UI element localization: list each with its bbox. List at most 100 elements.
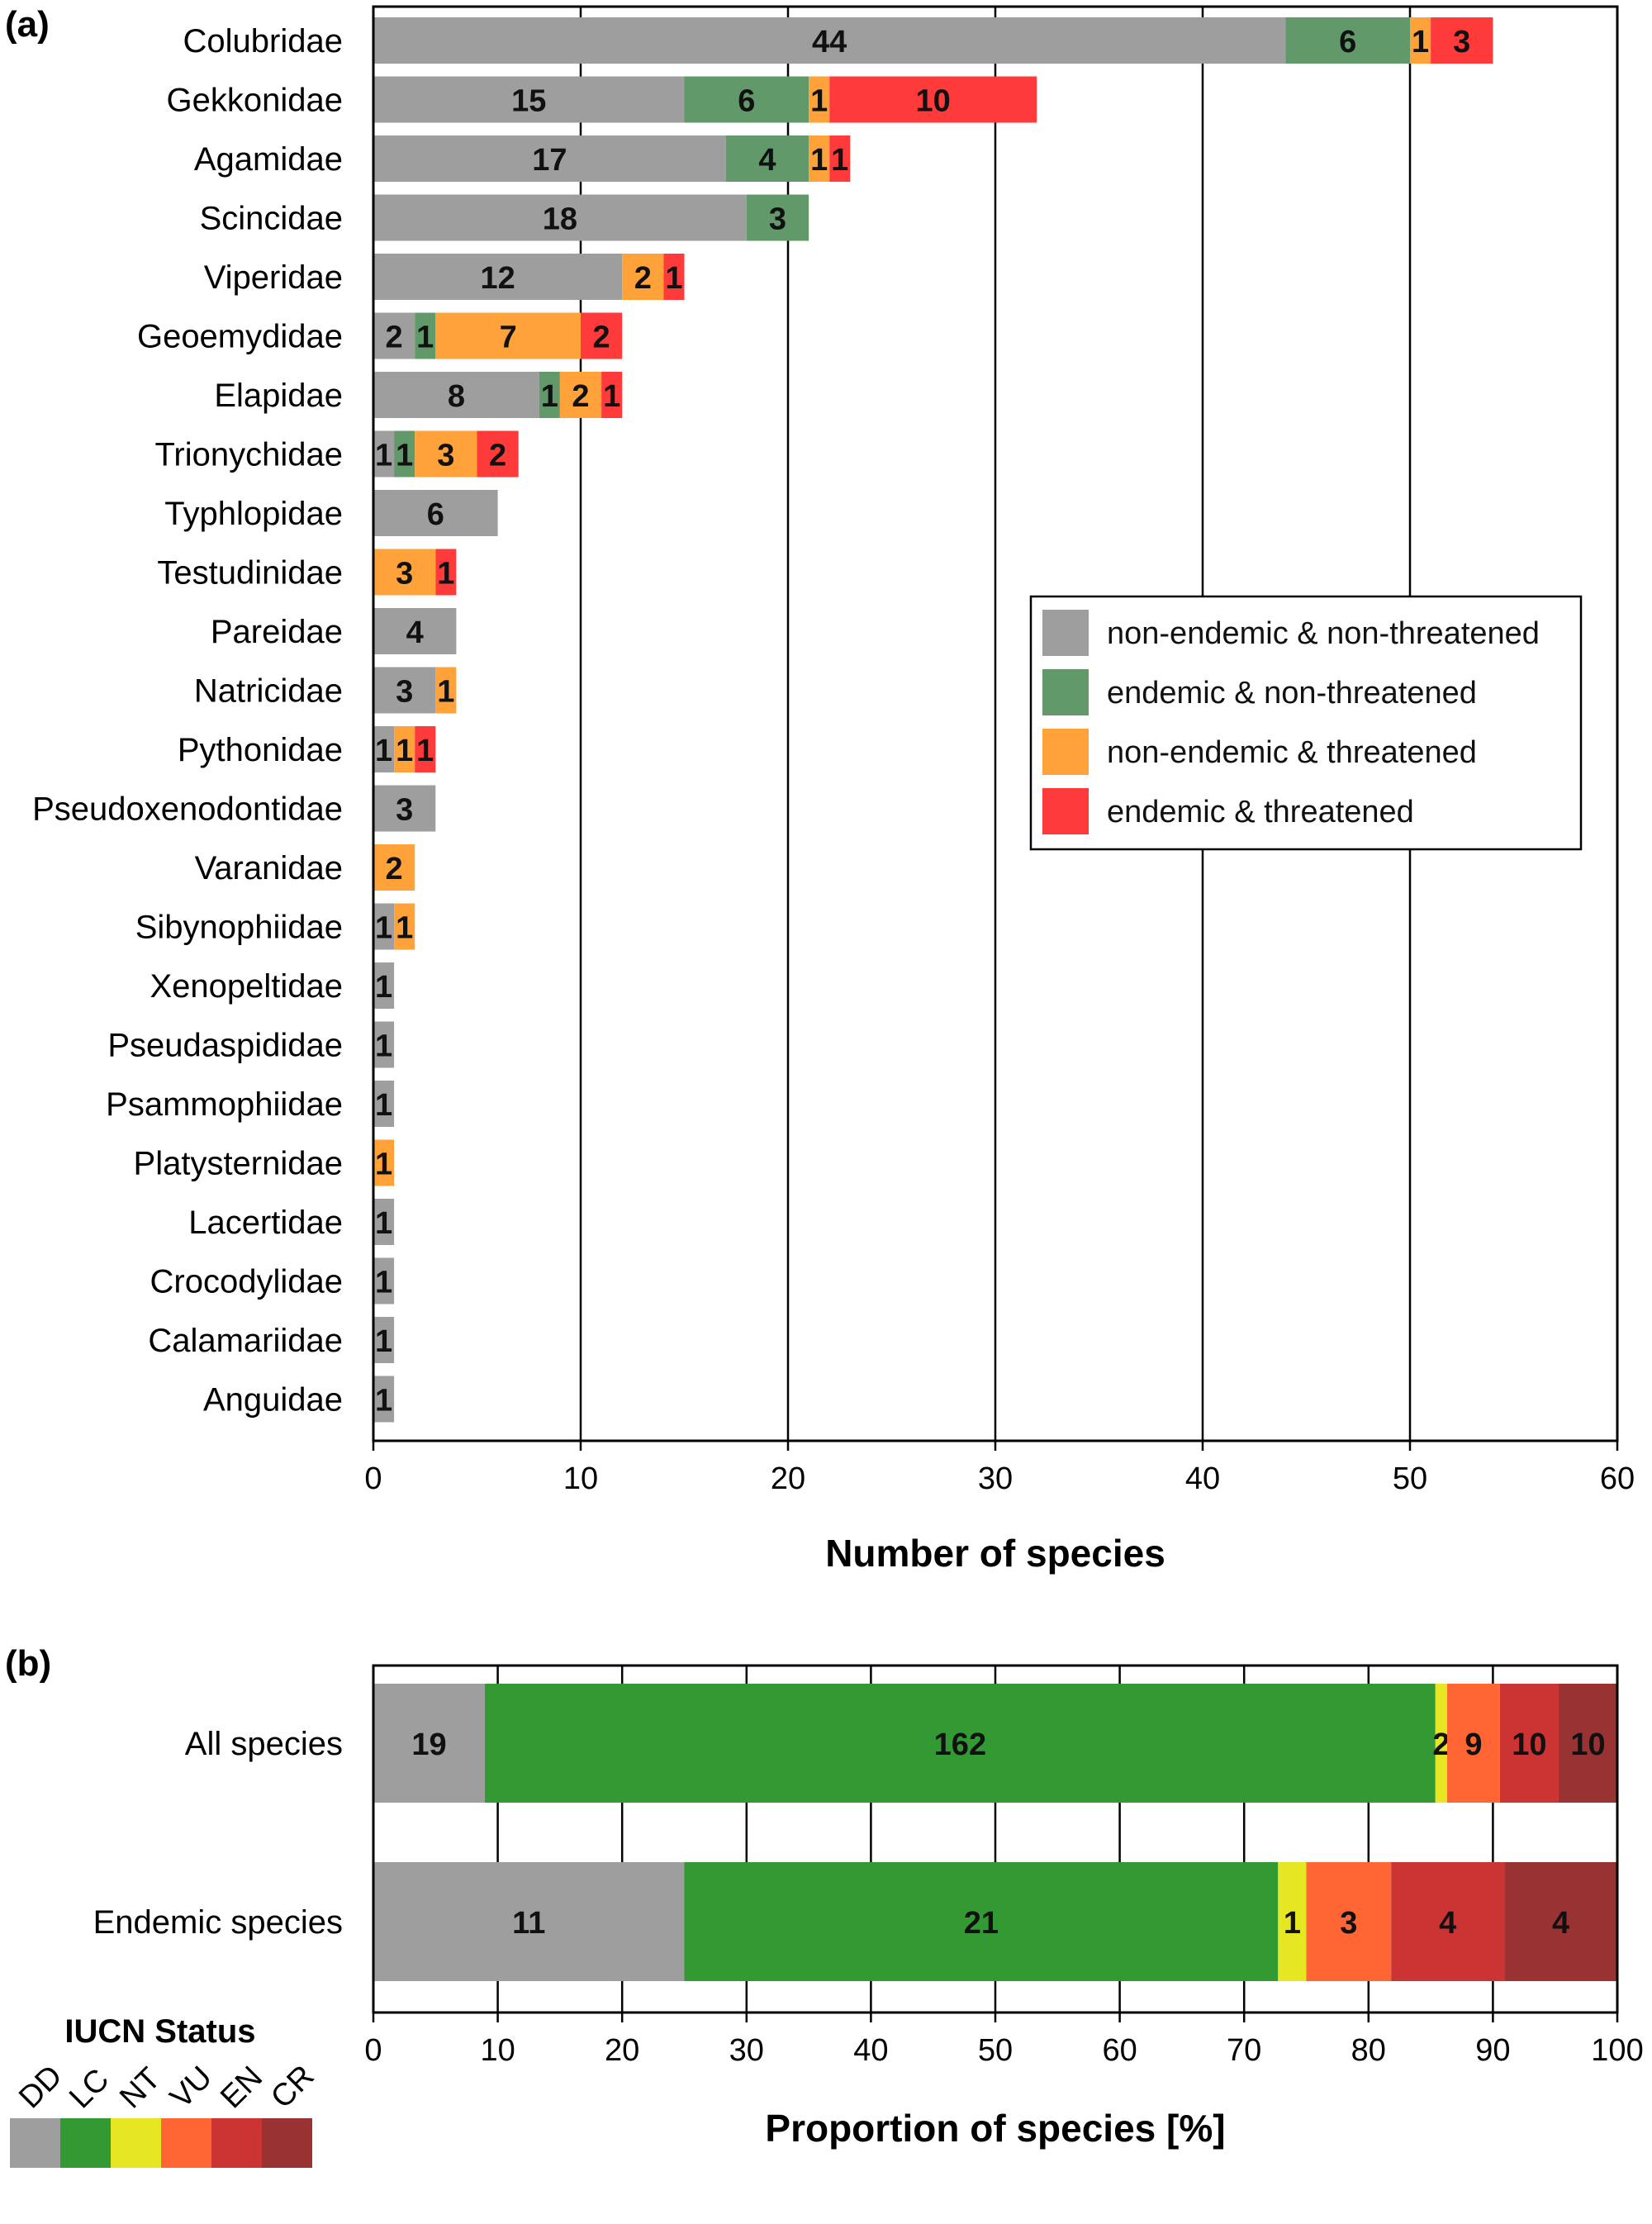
panel-a-x-tick-label: 30 bbox=[978, 1461, 1013, 1496]
panel-a-category-label: Trionychidae bbox=[154, 437, 343, 473]
panel-a-bar-segment bbox=[373, 1257, 395, 1304]
panel-a-bar-segment bbox=[809, 135, 830, 182]
panel-b-x-tick-label: 70 bbox=[1227, 2033, 1261, 2068]
iucn-legend-swatch bbox=[60, 2118, 111, 2168]
panel-a-bar-value-label: 2 bbox=[386, 321, 403, 355]
panel-a-bar-value-label: 1 bbox=[396, 439, 413, 473]
panel-a-bar-value-label: 2 bbox=[572, 379, 589, 414]
panel-a-bar-segment bbox=[373, 785, 436, 832]
panel-b-bar-value-label: 9 bbox=[1464, 1727, 1482, 1762]
panel-a-bar-value-label: 4 bbox=[406, 615, 424, 650]
panel-a-bar-segment bbox=[809, 76, 830, 123]
panel-a-category-label: Varanidae bbox=[195, 850, 343, 886]
panel-a-bar-value-label: 1 bbox=[375, 970, 392, 1005]
panel-a-x-axis-label: Number of species bbox=[825, 1532, 1165, 1575]
panel-a-bar-segment bbox=[684, 76, 809, 123]
legend-box bbox=[1029, 595, 1583, 851]
panel-a-category-label: Agamidae bbox=[194, 141, 343, 178]
panel-b-bar-value-label: 3 bbox=[1340, 1906, 1357, 1941]
panel-b-bar-segment bbox=[1446, 1684, 1500, 1803]
panel-b-bar-segment bbox=[484, 1684, 1436, 1803]
panel-a-category-label: Elapidae bbox=[214, 378, 343, 414]
panel-a-bar-segment bbox=[373, 1021, 395, 1068]
panel-a-bar-value-label: 1 bbox=[416, 321, 434, 355]
panel-a-x-tick-label: 0 bbox=[364, 1461, 382, 1496]
panel-a-bar-value-label: 1 bbox=[665, 261, 682, 296]
panel-a-bar-segment bbox=[373, 962, 395, 1009]
panel-b-bar-value-label: 162 bbox=[934, 1727, 986, 1762]
panel-a-bar-segment bbox=[663, 254, 685, 300]
panel-a-x-tick-label: 10 bbox=[563, 1461, 598, 1496]
panel-a-bar-segment bbox=[415, 430, 477, 478]
panel-a-category-label: Calamariidae bbox=[148, 1323, 343, 1359]
panel-a-bar-segment bbox=[746, 194, 809, 241]
panel-b-x-tick-label: 0 bbox=[364, 2033, 382, 2068]
panel-a-bar-segment bbox=[435, 549, 457, 596]
panel-a-bar-segment bbox=[415, 726, 436, 772]
panel-a-bar-segment bbox=[373, 254, 623, 300]
panel-a-label: (a) bbox=[5, 4, 50, 45]
panel-a-bar-segment bbox=[373, 844, 415, 891]
panel-a-bar-value-label: 1 bbox=[810, 84, 828, 119]
panel-a-bar-value-label: 1 bbox=[810, 143, 828, 178]
panel-a-bar-segment bbox=[1285, 17, 1410, 64]
panel-a-bar-value-label: 3 bbox=[396, 675, 413, 710]
panel-a-bar-segment bbox=[373, 1199, 395, 1245]
panel-b-x-tick-label: 40 bbox=[853, 2033, 888, 2068]
panel-b-category-label: All species bbox=[185, 1726, 343, 1762]
panel-a-category-label: Viperidae bbox=[204, 259, 343, 296]
panel-a-bar-value-label: 6 bbox=[427, 497, 444, 532]
panel-a-bar-value-label: 1 bbox=[375, 734, 392, 768]
panel-a-category-label: Testudinidae bbox=[157, 555, 343, 592]
panel-a-bar-value-label: 6 bbox=[738, 84, 755, 119]
panel-a-bar-segment bbox=[373, 76, 685, 123]
panel-b-bar-segment bbox=[373, 1862, 685, 1981]
panel-b-bar-value-label: 4 bbox=[1552, 1906, 1569, 1941]
panel-a-bar-value-label: 1 bbox=[375, 1266, 392, 1300]
panel-b-bar-value-label: 11 bbox=[512, 1906, 545, 1941]
panel-a-x-tick-label: 60 bbox=[1600, 1461, 1635, 1496]
panel-b-bar-segment bbox=[1306, 1862, 1392, 1981]
panel-b-category-label: Endemic species bbox=[93, 1904, 343, 1941]
panel-a-bar-value-label: 1 bbox=[416, 734, 434, 768]
panel-a-bar-value-label: 3 bbox=[396, 557, 413, 592]
iucn-legend-code: DD bbox=[12, 2059, 69, 2116]
panel-a-bar-value-label: 6 bbox=[1339, 25, 1356, 59]
panel-a-bar-segment bbox=[1410, 17, 1431, 64]
iucn-legend-swatch bbox=[161, 2118, 211, 2168]
panel-a-bar-value-label: 7 bbox=[500, 321, 517, 355]
panel-a-category-label: Scincidae bbox=[200, 201, 343, 237]
panel-b-bar-segment bbox=[1391, 1862, 1505, 1981]
panel-a-category-label: Pseudaspididae bbox=[107, 1028, 343, 1064]
panel-a-bar-segment bbox=[373, 17, 1286, 64]
panel-a-bar-value-label: 2 bbox=[489, 439, 506, 473]
panel-a-legend-label: non-endemic & threatened bbox=[1107, 735, 1477, 770]
panel-a-bar-value-label: 1 bbox=[396, 734, 413, 768]
panel-b-x-tick-label: 100 bbox=[1591, 2033, 1643, 2068]
panel-a-x-tick-label: 40 bbox=[1185, 1461, 1220, 1496]
panel-b-plot-frame bbox=[372, 1664, 1619, 2014]
panel-a-bar-segment bbox=[373, 608, 457, 654]
panel-a-bar-value-label: 1 bbox=[541, 379, 558, 414]
panel-a-bar-value-label: 1 bbox=[375, 1384, 392, 1419]
panel-a-bar-value-label: 15 bbox=[511, 84, 546, 119]
panel-b-x-tick-label: 90 bbox=[1475, 2033, 1510, 2068]
panel-a-bar-value-label: 3 bbox=[1453, 25, 1470, 59]
iucn-legend-title: IUCN Status bbox=[64, 2013, 255, 2050]
panel-a-bar-segment bbox=[373, 1317, 395, 1363]
panel-a-category-label: Colubridae bbox=[183, 23, 343, 59]
iucn-legend-code: CR bbox=[264, 2059, 321, 2116]
panel-a-legend-swatch bbox=[1042, 610, 1089, 656]
iucn-legend-swatch bbox=[211, 2118, 262, 2168]
panel-b-bar-segment bbox=[1504, 1862, 1617, 1981]
panel-a-bar-value-label: 2 bbox=[593, 321, 610, 355]
panel-a-bar-segment bbox=[373, 194, 747, 241]
panel-b-bar-value-label: 2 bbox=[1432, 1727, 1450, 1762]
panel-a-bar-value-label: 44 bbox=[812, 25, 847, 59]
panel-a-bar-segment bbox=[373, 1139, 395, 1186]
panel-a-bar-segment bbox=[394, 430, 415, 478]
panel-a-bar-value-label: 17 bbox=[532, 143, 567, 178]
